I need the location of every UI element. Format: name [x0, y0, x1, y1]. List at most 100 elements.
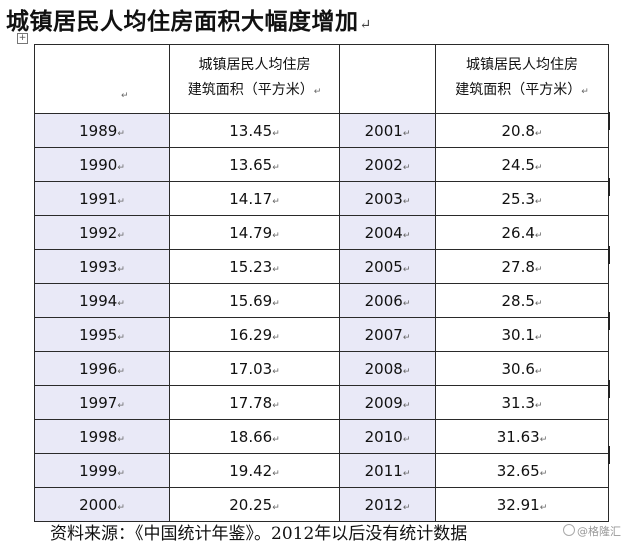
cell-mark-icon: ↵ — [402, 264, 411, 275]
cell-mark-icon: ↵ — [534, 332, 543, 343]
cell-mark-icon: ↵ — [534, 400, 543, 411]
cell-mark-icon: ↵ — [117, 230, 125, 241]
year-cell: 1989↵ — [34, 113, 170, 148]
area-cell: 15.23↵ — [169, 249, 340, 284]
cell-mark-icon: ↵ — [402, 502, 411, 513]
cell-mark-icon: ↵ — [272, 332, 280, 343]
table-row: 1993↵ 15.23↵ 2005↵ 27.8↵ — [34, 249, 609, 284]
year-cell: 1991↵ — [34, 181, 170, 216]
cell-mark-icon: ↵ — [117, 400, 125, 411]
year-cell: 1997↵ — [34, 385, 170, 420]
cell-mark-icon: ↵ — [534, 196, 543, 207]
cell-mark-icon: ↵ — [117, 264, 125, 275]
year-cell: 2012↵ — [339, 487, 436, 522]
source-note: 资料来源：《中国统计年鉴》。2012年以后没有统计数据 — [50, 524, 468, 544]
cell-mark-icon: ↵ — [402, 366, 411, 377]
year-cell: 1990↵ — [34, 147, 170, 182]
year-cell: 2011↵ — [339, 453, 436, 488]
year-cell: 2010↵ — [339, 419, 436, 454]
area-cell: 31.3↵ — [435, 385, 609, 420]
header-cell-area-1: 城镇居民人均住房 建筑面积（平方米）↵ — [169, 44, 340, 114]
year-cell: 1992↵ — [34, 215, 170, 250]
year-cell: 1994↵ — [34, 283, 170, 318]
cell-mark-icon: ↵ — [117, 468, 125, 479]
year-cell: 2001↵ — [339, 113, 436, 148]
cell-mark-icon: ↵ — [539, 502, 548, 513]
cell-mark-icon: ↵ — [272, 298, 280, 309]
table-row: 1999↵ 19.42↵ 2011↵ 32.65↵ — [34, 453, 609, 488]
header-cell-year-2 — [339, 44, 436, 114]
cell-mark-icon: ↵ — [534, 366, 543, 377]
year-cell: 2005↵ — [339, 249, 436, 284]
area-cell: 14.17↵ — [169, 181, 340, 216]
cell-mark-icon: ↵ — [272, 162, 280, 173]
cell-mark-icon: ↵ — [402, 196, 411, 207]
watermark: @格隆汇 — [563, 523, 621, 539]
area-cell: 24.5↵ — [435, 147, 609, 182]
area-cell: 30.6↵ — [435, 351, 609, 386]
area-cell: 32.65↵ — [435, 453, 609, 488]
area-cell: 16.29↵ — [169, 317, 340, 352]
area-cell: 30.1↵ — [435, 317, 609, 352]
table-row: 1995↵ 16.29↵ 2007↵ 30.1↵ — [34, 317, 609, 352]
document-title: 城镇居民人均住房面积大幅度增加↵ — [6, 8, 372, 35]
cell-mark-icon: ↵ — [117, 298, 125, 309]
cell-mark-icon: ↵ — [534, 230, 543, 241]
year-cell: 2000↵ — [34, 487, 170, 522]
cell-mark-icon: ↵ — [534, 264, 543, 275]
area-cell: 20.8↵ — [435, 113, 609, 148]
cell-mark-icon: ↵ — [117, 434, 125, 445]
year-cell: 2004↵ — [339, 215, 436, 250]
area-cell: 17.78↵ — [169, 385, 340, 420]
table-row: 1996↵ 17.03↵ 2008↵ 30.6↵ — [34, 351, 609, 386]
cell-mark-icon: ↵ — [272, 400, 280, 411]
paragraph-mark-icon: ↵ — [359, 17, 372, 33]
table-row: 1989↵ 13.45↵ 2001↵ 20.8↵ — [34, 113, 609, 148]
area-cell: 19.42↵ — [169, 453, 340, 488]
area-cell: 14.79↵ — [169, 215, 340, 250]
cell-mark-icon: ↵ — [117, 502, 125, 513]
cell-mark-icon: ↵ — [272, 366, 280, 377]
table-move-handle-icon[interactable]: + — [17, 33, 28, 44]
cell-mark-icon: ↵ — [272, 434, 280, 445]
cell-mark-icon: ↵ — [272, 502, 280, 513]
area-cell: 26.4↵ — [435, 215, 609, 250]
cell-mark-icon: ↵ — [402, 400, 411, 411]
year-cell: 2007↵ — [339, 317, 436, 352]
year-cell: 2008↵ — [339, 351, 436, 386]
area-cell: 13.65↵ — [169, 147, 340, 182]
year-cell: 1999↵ — [34, 453, 170, 488]
table-row: 1994↵ 15.69↵ 2006↵ 28.5↵ — [34, 283, 609, 318]
cell-mark-icon: ↵ — [272, 128, 280, 139]
cell-mark-icon: ↵ — [272, 230, 280, 241]
cell-mark-icon: ↵ — [272, 468, 280, 479]
area-cell: 28.5↵ — [435, 283, 609, 318]
table-row: 1992↵ 14.79↵ 2004↵ 26.4↵ — [34, 215, 609, 250]
cell-mark-icon: ↵ — [272, 196, 280, 207]
cell-mark-icon: ↵ — [117, 128, 125, 139]
housing-area-table: ↵ 城镇居民人均住房 建筑面积（平方米）↵ 城镇居民人均住房 建筑面积（平方米）… — [34, 44, 609, 522]
table-header-row: ↵ 城镇居民人均住房 建筑面积（平方米）↵ 城镇居民人均住房 建筑面积（平方米）… — [34, 44, 609, 114]
table-row: 2000↵ 20.25↵ 2012↵ 32.91↵ — [34, 487, 609, 522]
table-row: 1998↵ 18.66↵ 2010↵ 31.63↵ — [34, 419, 609, 454]
cell-mark-icon: ↵ — [402, 434, 411, 445]
year-cell: 1993↵ — [34, 249, 170, 284]
header-cell-area-2: 城镇居民人均住房 建筑面积（平方米）↵ — [435, 44, 609, 114]
year-cell: 1998↵ — [34, 419, 170, 454]
cell-mark-icon: ↵ — [539, 434, 548, 445]
area-cell: 17.03↵ — [169, 351, 340, 386]
table-edge-markers — [608, 112, 611, 519]
year-cell: 1995↵ — [34, 317, 170, 352]
cell-mark-icon: ↵ — [534, 128, 543, 139]
cell-mark-icon: ↵ — [402, 162, 411, 173]
cell-mark-icon: ↵ — [117, 196, 125, 207]
year-cell: 2002↵ — [339, 147, 436, 182]
header-cell-year-1: ↵ — [34, 44, 170, 114]
area-cell: 27.8↵ — [435, 249, 609, 284]
table-row: 1997↵ 17.78↵ 2009↵ 31.3↵ — [34, 385, 609, 420]
table-row: 1990↵ 13.65↵ 2002↵ 24.5↵ — [34, 147, 609, 182]
cell-mark-icon: ↵ — [117, 366, 125, 377]
year-cell: 2003↵ — [339, 181, 436, 216]
area-cell: 20.25↵ — [169, 487, 340, 522]
year-cell: 2009↵ — [339, 385, 436, 420]
